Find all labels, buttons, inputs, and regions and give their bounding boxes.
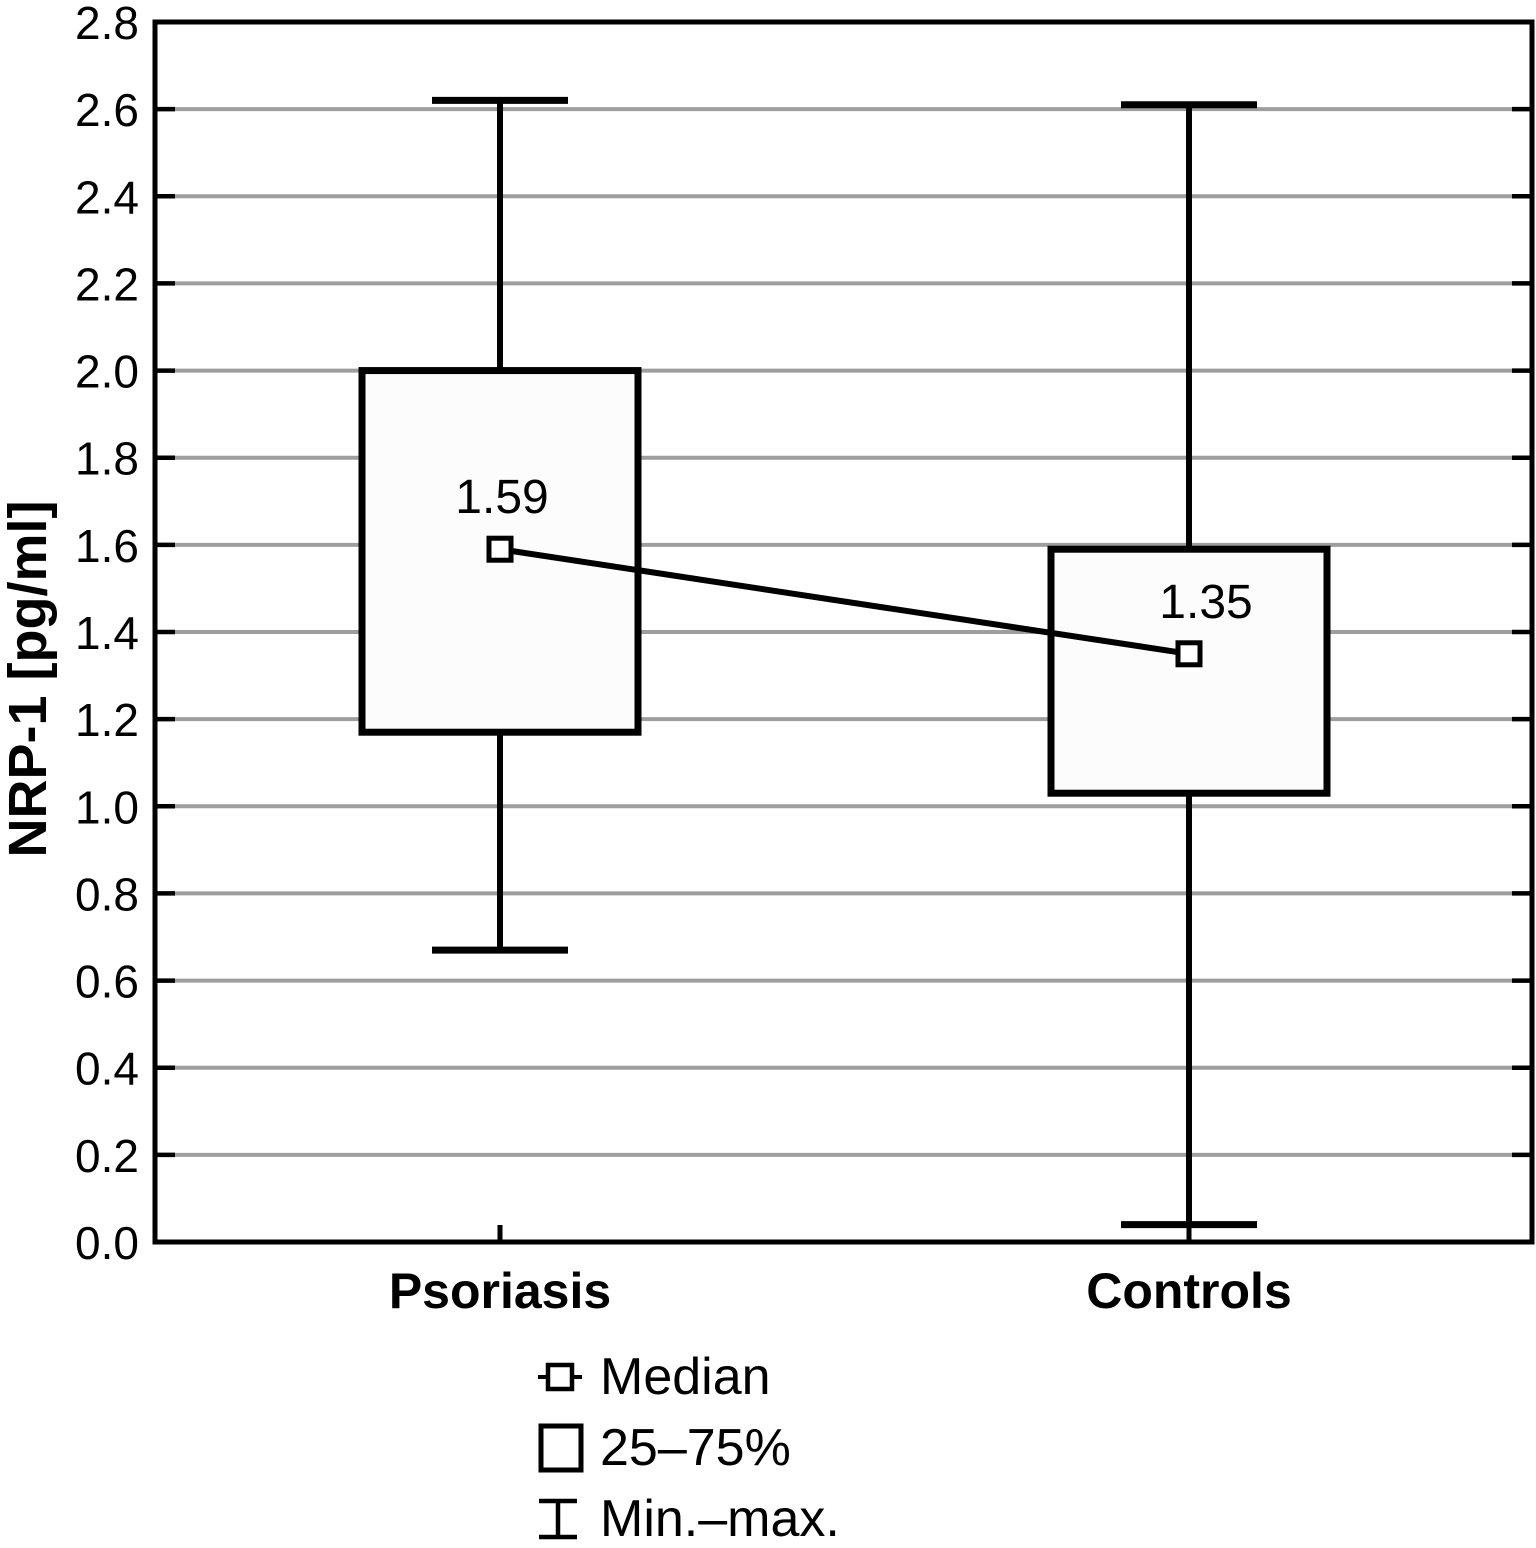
iqr-box: [1047, 545, 1331, 797]
min-max-whisker-icon: [538, 1497, 594, 1541]
y-tick-label: 1.2: [75, 694, 139, 746]
y-tick-label: 0.4: [75, 1043, 139, 1095]
y-tick-label: 0.0: [75, 1217, 139, 1269]
category-label: Psoriasis: [389, 1263, 611, 1319]
category-label: Controls: [1086, 1263, 1292, 1319]
legend-item-iqr: 25–75%: [538, 1412, 840, 1483]
y-tick-label: 0.8: [75, 868, 139, 920]
y-tick-label: 1.0: [75, 781, 139, 833]
median-value-label: 1.59: [455, 471, 548, 524]
y-tick-label: 1.6: [75, 520, 139, 572]
y-tick-label: 2.0: [75, 346, 139, 398]
legend: Median 25–75% Min.–max.: [538, 1341, 840, 1548]
y-tick-label: 1.8: [75, 433, 139, 485]
y-tick-label: 0.2: [75, 1130, 139, 1182]
y-tick-label: 2.2: [75, 258, 139, 310]
legend-label-iqr: 25–75%: [600, 1418, 791, 1477]
median-connector-line: [499, 546, 1190, 657]
y-tick-label: 2.4: [75, 171, 139, 223]
y-tick-label: 0.6: [75, 956, 139, 1008]
legend-label-minmax: Min.–max.: [600, 1489, 840, 1548]
iqr-box-icon: [538, 1423, 594, 1473]
y-tick-label: 1.4: [75, 607, 139, 659]
median-marker: [486, 535, 514, 563]
legend-item-median: Median: [538, 1341, 840, 1412]
legend-label-median: Median: [600, 1347, 771, 1406]
y-tick-label: 2.6: [75, 84, 139, 136]
median-marker-icon: [538, 1360, 594, 1394]
median-marker: [1175, 640, 1203, 668]
y-tick-label: 2.8: [75, 0, 139, 49]
legend-item-minmax: Min.–max.: [538, 1483, 840, 1548]
median-value-label: 1.35: [1159, 576, 1252, 629]
